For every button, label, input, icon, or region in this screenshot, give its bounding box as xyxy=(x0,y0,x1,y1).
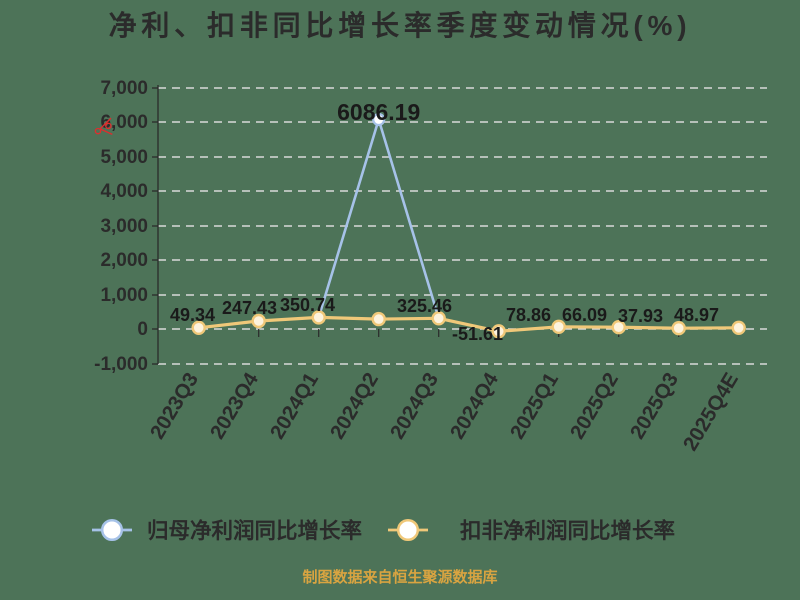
svg-text:-51.61: -51.61 xyxy=(452,324,503,344)
svg-text:48.97: 48.97 xyxy=(674,305,719,325)
svg-text:247.43: 247.43 xyxy=(222,298,277,318)
svg-text:制图数据来自恒生聚源数据库: 制图数据来自恒生聚源数据库 xyxy=(302,568,497,586)
svg-text:归母净利润同比增长率: 归母净利润同比增长率 xyxy=(147,518,362,543)
svg-text:37.93: 37.93 xyxy=(618,306,663,326)
svg-text:6,000: 6,000 xyxy=(100,112,148,133)
svg-text:7,000: 7,000 xyxy=(100,78,148,99)
svg-text:325.46: 325.46 xyxy=(397,296,452,316)
svg-text:1,000: 1,000 xyxy=(100,285,148,306)
svg-text:6086.19: 6086.19 xyxy=(337,99,420,125)
svg-text:3,000: 3,000 xyxy=(100,216,148,237)
svg-text:4,000: 4,000 xyxy=(100,181,148,202)
svg-text:78.86: 78.86 xyxy=(506,305,551,325)
svg-text:-1,000: -1,000 xyxy=(94,354,148,375)
svg-text:扣非净利润同比增长率: 扣非净利润同比增长率 xyxy=(460,518,675,543)
svg-text:350.74: 350.74 xyxy=(280,295,335,315)
svg-text:49.34: 49.34 xyxy=(170,305,215,325)
svg-text:5,000: 5,000 xyxy=(100,147,148,168)
svg-text:66.09: 66.09 xyxy=(562,305,607,325)
svg-text:0: 0 xyxy=(137,319,148,340)
svg-text:2,000: 2,000 xyxy=(100,250,148,271)
